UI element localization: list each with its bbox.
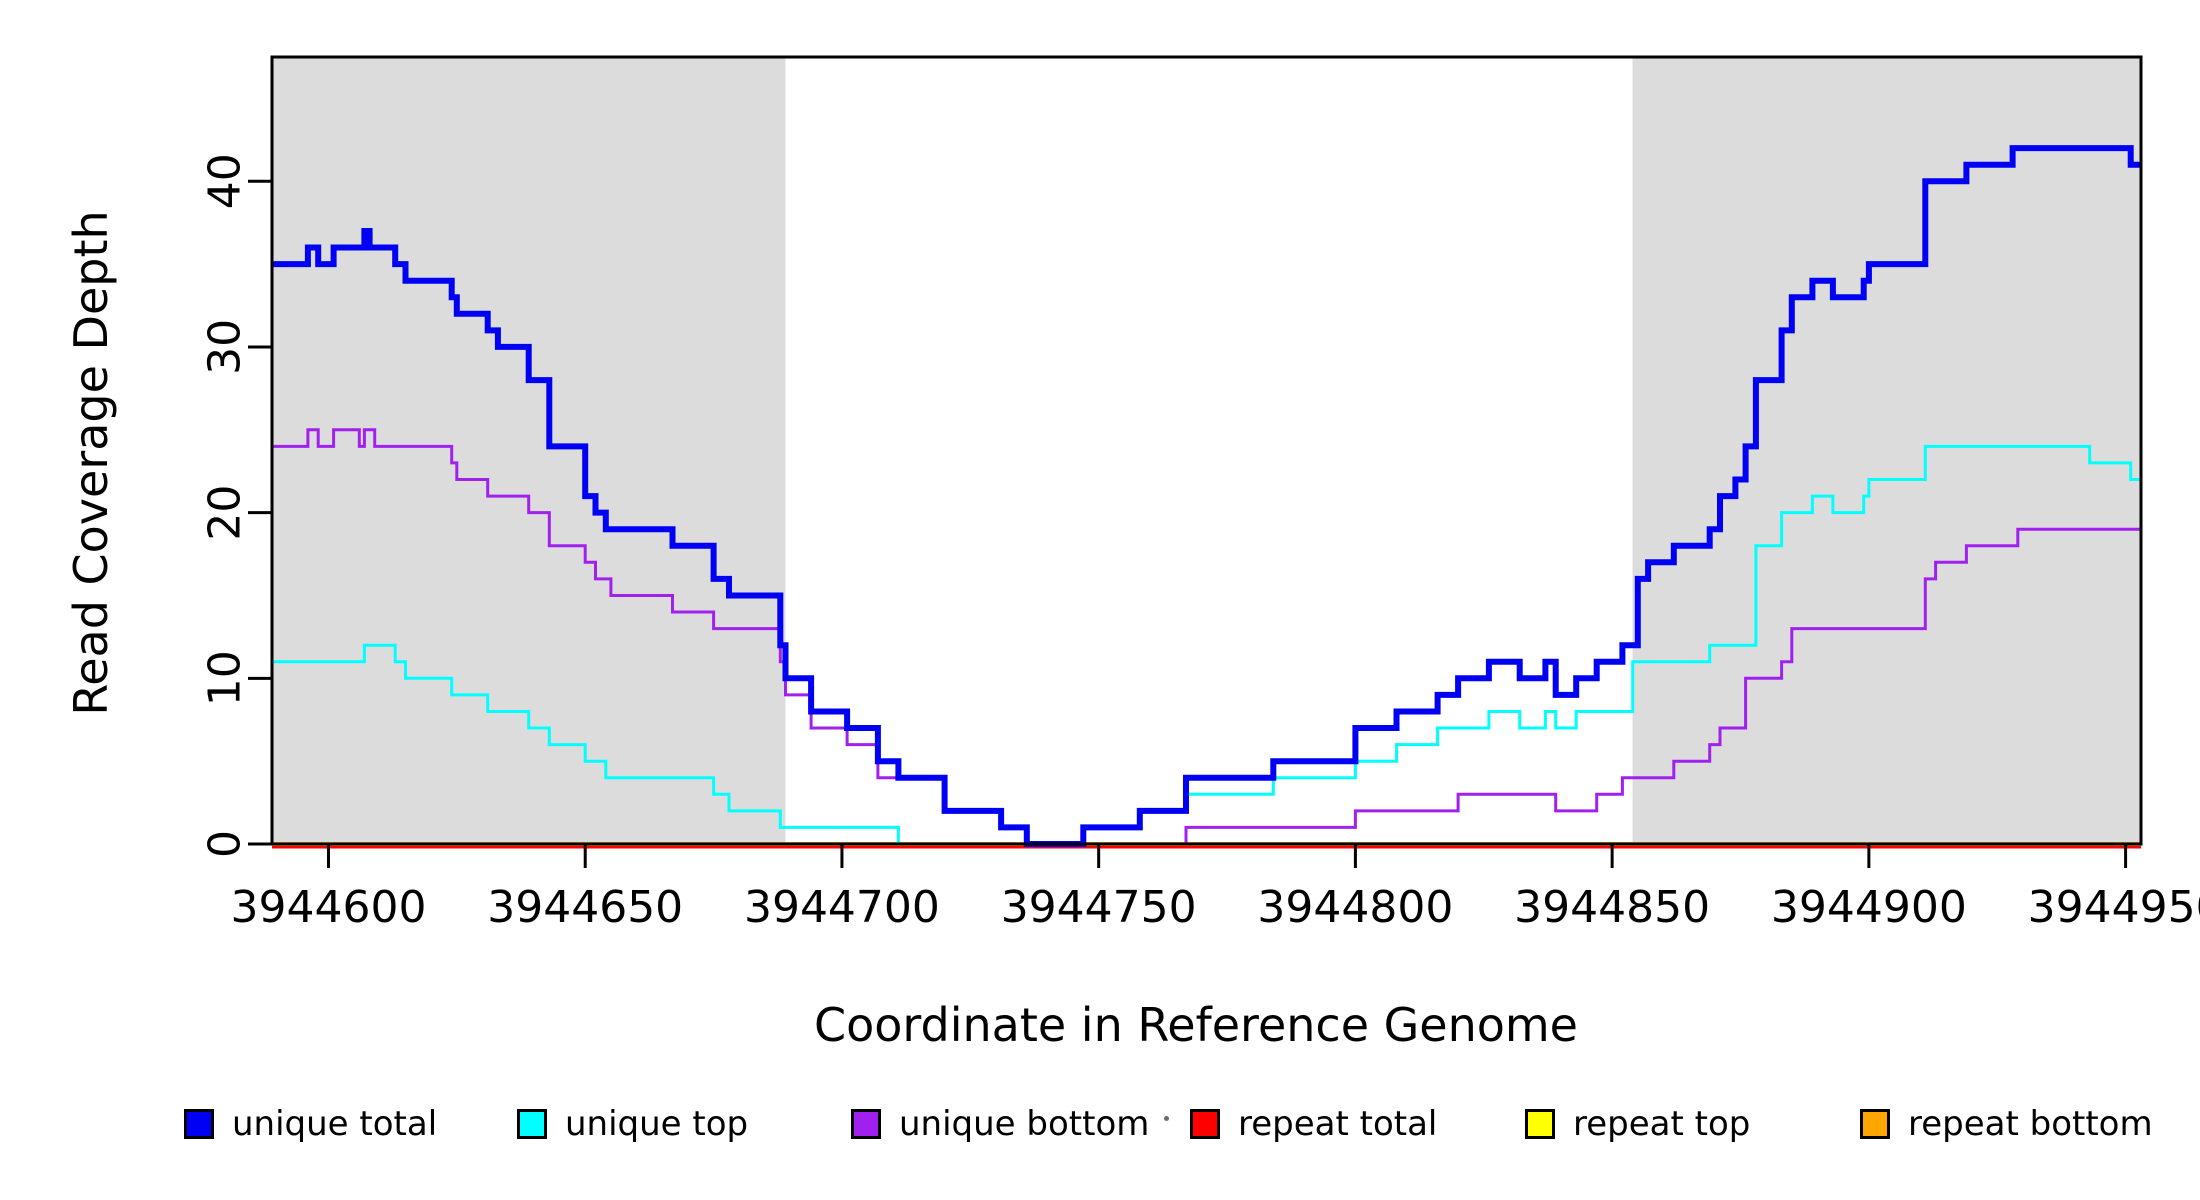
legend-item-repeat-total: repeat total bbox=[1190, 1102, 1437, 1146]
legend-item-repeat-bottom: repeat bottom bbox=[1860, 1102, 2153, 1146]
legend-label: repeat top bbox=[1573, 1104, 1751, 1144]
y-tick-label: 0 bbox=[200, 830, 251, 858]
y-axis-title: Read Coverage Depth bbox=[64, 210, 118, 716]
legend-item-repeat-top: repeat top bbox=[1525, 1102, 1750, 1146]
y-tick-label: 10 bbox=[200, 650, 251, 706]
unique-top-swatch-icon bbox=[517, 1109, 547, 1139]
legend-label: unique top bbox=[565, 1104, 749, 1144]
legend-item-unique-bottom: unique bottom bbox=[851, 1102, 1149, 1146]
series-unique-bottom-line bbox=[272, 428, 2141, 846]
series-unique-total-line bbox=[272, 145, 2141, 847]
x-axis-title: Coordinate in Reference Genome bbox=[814, 998, 1578, 1052]
artifact-dot bbox=[1164, 1116, 1169, 1121]
x-tick-label: 3944900 bbox=[1771, 882, 1967, 933]
legend-label: repeat total bbox=[1238, 1104, 1438, 1144]
legend-label: unique bottom bbox=[899, 1104, 1150, 1144]
legend-item-unique-top: unique top bbox=[517, 1102, 748, 1146]
y-tick-label: 40 bbox=[199, 153, 250, 209]
x-tick-label: 3944850 bbox=[1514, 882, 1710, 933]
legend-label: repeat bottom bbox=[1908, 1104, 2153, 1144]
plot-border bbox=[270, 55, 2143, 846]
unique-total-swatch-icon bbox=[184, 1109, 214, 1139]
y-tick-label: 30 bbox=[200, 319, 251, 375]
x-tick-label: 3944600 bbox=[230, 882, 426, 933]
shaded-band-2 bbox=[1632, 57, 2141, 844]
x-tick-label: 3944650 bbox=[487, 882, 683, 933]
repeat-bottom-swatch-icon bbox=[1860, 1109, 1890, 1139]
repeat-top-swatch-icon bbox=[1525, 1109, 1555, 1139]
x-tick-label: 3944750 bbox=[1001, 882, 1197, 933]
legend-label: unique total bbox=[232, 1104, 438, 1144]
legend: unique total unique top unique bottom re… bbox=[0, 1102, 2200, 1162]
repeat-total-swatch-icon bbox=[1190, 1109, 1220, 1139]
unique-bottom-swatch-icon bbox=[851, 1109, 881, 1139]
x-tick-label: 3944700 bbox=[744, 882, 940, 933]
y-tick-label: 20 bbox=[200, 485, 251, 541]
legend-item-unique-total: unique total bbox=[184, 1102, 437, 1146]
x-tick-label: 3944800 bbox=[1257, 882, 1453, 933]
series-unique-top-line bbox=[272, 444, 2141, 846]
